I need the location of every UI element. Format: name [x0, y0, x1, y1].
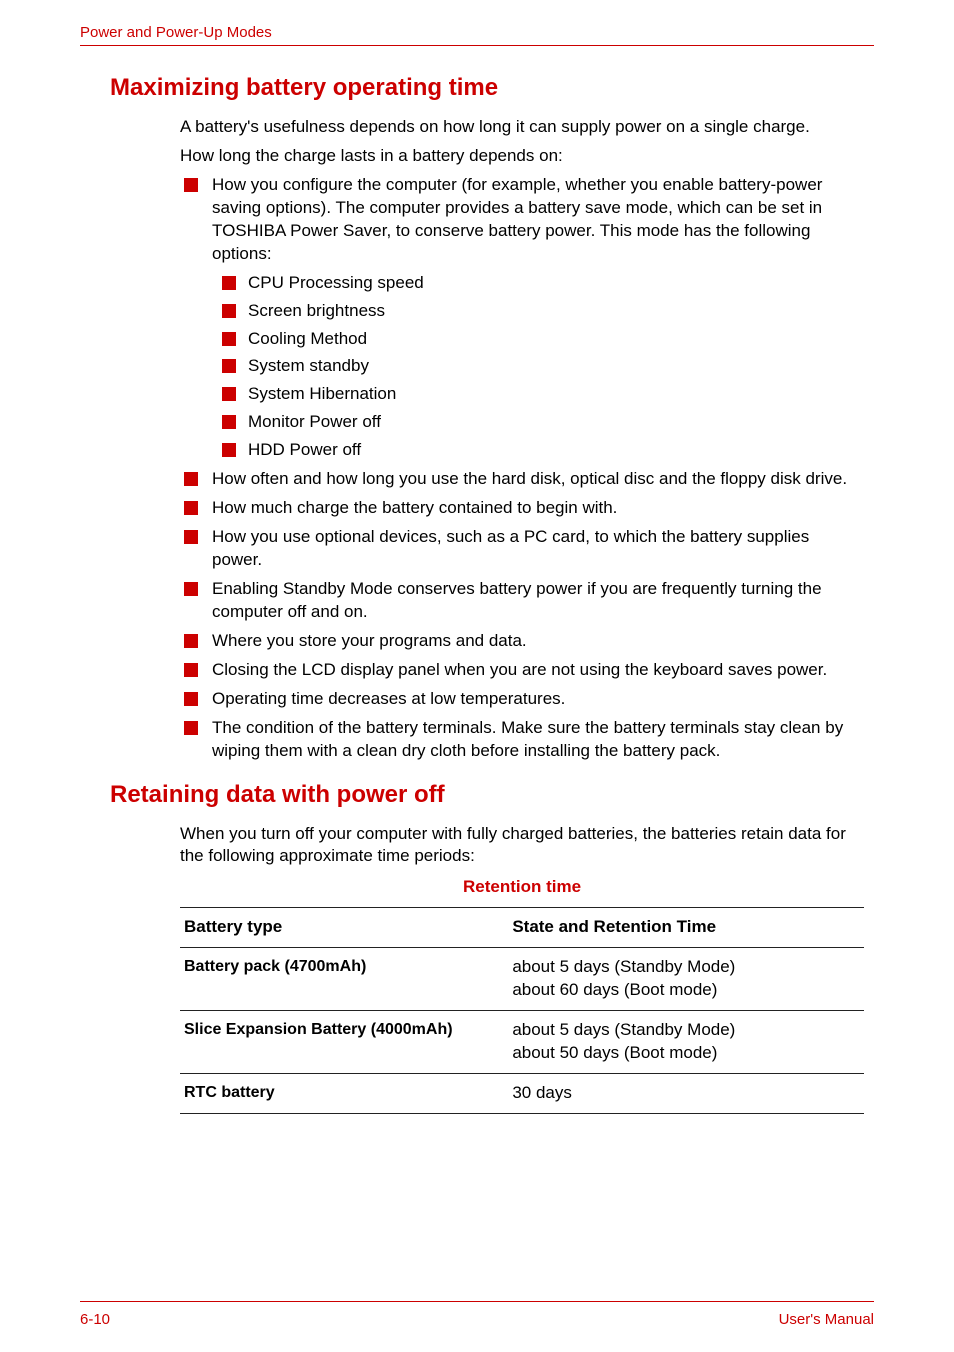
sub-bullet-list: CPU Processing speed Screen brightness C…: [220, 272, 864, 463]
table-cell: about 5 days (Standby Mode) about 60 day…: [508, 948, 864, 1011]
intro-paragraph-2: How long the charge lasts in a battery d…: [180, 145, 864, 168]
table-cell: 30 days: [508, 1074, 864, 1114]
list-item: How you configure the computer (for exam…: [180, 174, 864, 462]
list-item: The condition of the battery terminals. …: [180, 717, 864, 763]
page-number: 6-10: [80, 1311, 110, 1328]
table-row: RTC battery 30 days: [180, 1074, 864, 1114]
section-heading-maximizing: Maximizing battery operating time: [110, 74, 874, 102]
table-header-row: Battery type State and Retention Time: [180, 908, 864, 948]
document-title-footer: User's Manual: [779, 1311, 874, 1328]
list-item: How you use optional devices, such as a …: [180, 526, 864, 572]
list-item: How much charge the battery contained to…: [180, 497, 864, 520]
table-header: State and Retention Time: [508, 908, 864, 948]
list-item: Operating time decreases at low temperat…: [180, 688, 864, 711]
table-cell: Battery pack (4700mAh): [180, 948, 508, 1011]
footer-rule: [80, 1301, 874, 1302]
list-item: How often and how long you use the hard …: [180, 468, 864, 491]
list-item: Where you store your programs and data.: [180, 630, 864, 653]
cell-line: about 50 days (Boot mode): [512, 1043, 717, 1062]
table-cell: RTC battery: [180, 1074, 508, 1114]
table-row: Slice Expansion Battery (4000mAh) about …: [180, 1011, 864, 1074]
cell-line: about 60 days (Boot mode): [512, 980, 717, 999]
list-item: System standby: [220, 355, 864, 378]
intro-paragraph: A battery's usefulness depends on how lo…: [180, 116, 864, 139]
list-item: HDD Power off: [220, 439, 864, 462]
table-header: Battery type: [180, 908, 508, 948]
table-row: Battery pack (4700mAh) about 5 days (Sta…: [180, 948, 864, 1011]
list-item: Enabling Standby Mode conserves battery …: [180, 578, 864, 624]
running-header: Power and Power-Up Modes: [80, 24, 874, 41]
table-cell: about 5 days (Standby Mode) about 50 day…: [508, 1011, 864, 1074]
table-title: Retention time: [180, 876, 864, 899]
list-item: Closing the LCD display panel when you a…: [180, 659, 864, 682]
cell-line: about 5 days (Standby Mode): [512, 957, 735, 976]
list-item: Monitor Power off: [220, 411, 864, 434]
list-item: CPU Processing speed: [220, 272, 864, 295]
list-item: Screen brightness: [220, 300, 864, 323]
retention-table: Battery type State and Retention Time Ba…: [180, 907, 864, 1114]
section2-intro: When you turn off your computer with ful…: [180, 823, 864, 869]
table-cell: Slice Expansion Battery (4000mAh): [180, 1011, 508, 1074]
header-rule: [80, 45, 874, 46]
list-item: System Hibernation: [220, 383, 864, 406]
section-heading-retaining: Retaining data with power off: [110, 781, 874, 809]
list-item-text: How you configure the computer (for exam…: [212, 175, 822, 263]
list-item: Cooling Method: [220, 328, 864, 351]
cell-line: about 5 days (Standby Mode): [512, 1020, 735, 1039]
main-bullet-list: How you configure the computer (for exam…: [180, 174, 864, 763]
